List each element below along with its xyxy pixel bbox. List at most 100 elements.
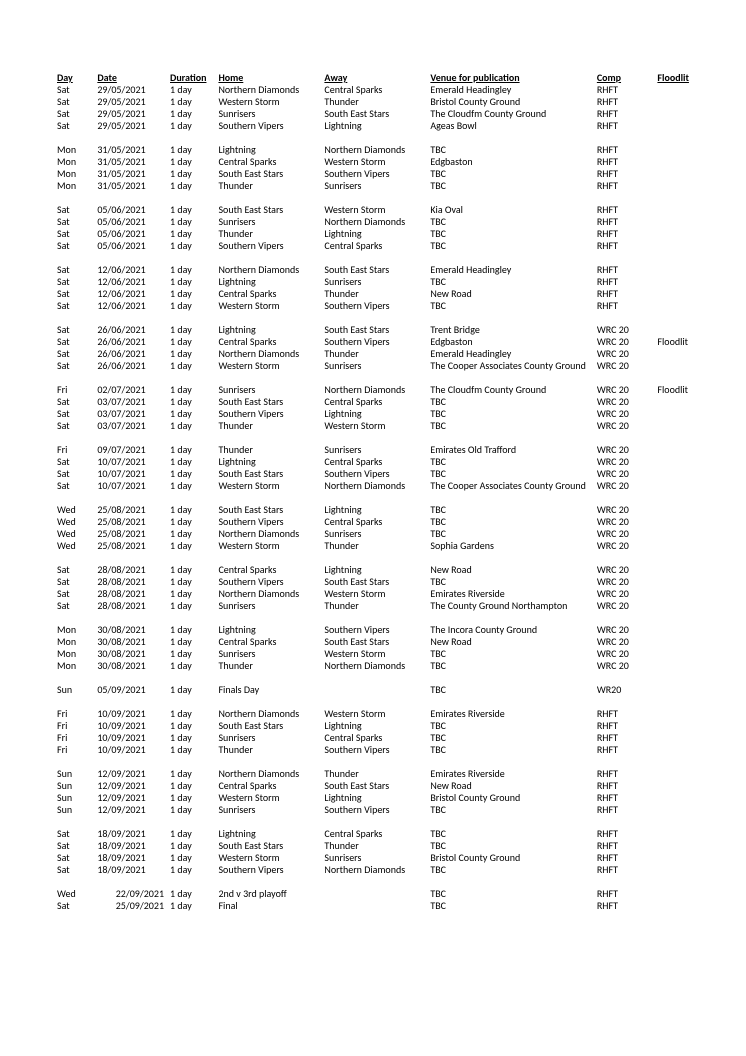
- cell-date: 18/09/2021: [95, 852, 168, 864]
- table-row: Fri09/07/20211 dayThunderSunrisersEmirat…: [55, 444, 716, 456]
- cell-floodlit: [655, 444, 716, 456]
- cell-floodlit: [655, 804, 716, 816]
- cell-floodlit: [655, 144, 716, 156]
- cell-date: 28/08/2021: [95, 564, 168, 576]
- table-row: Mon30/08/20211 dayLightningSouthern Vipe…: [55, 624, 716, 636]
- cell-floodlit: [655, 864, 716, 876]
- cell-home: Northern Diamonds: [216, 768, 322, 780]
- cell-home: Northern Diamonds: [216, 588, 322, 600]
- cell-day: Mon: [55, 636, 95, 648]
- table-row: Mon30/08/20211 dayThunderNorthern Diamon…: [55, 660, 716, 672]
- cell-venue: Bristol County Ground: [428, 852, 595, 864]
- cell-date: 29/05/2021: [95, 120, 168, 132]
- cell-venue: Bristol County Ground: [428, 96, 595, 108]
- cell-duration: 1 day: [168, 168, 216, 180]
- cell-away: Southern Vipers: [322, 624, 428, 636]
- cell-home: South East Stars: [216, 168, 322, 180]
- cell-away: South East Stars: [322, 264, 428, 276]
- cell-day: Sat: [55, 828, 95, 840]
- cell-date: 18/09/2021: [95, 864, 168, 876]
- cell-home: Western Storm: [216, 300, 322, 312]
- cell-venue: Kia Oval: [428, 204, 595, 216]
- cell-venue: TBC: [428, 732, 595, 744]
- header-home: Home: [216, 72, 322, 84]
- cell-home: South East Stars: [216, 204, 322, 216]
- cell-home: Sunrisers: [216, 216, 322, 228]
- spacer-row: [55, 192, 716, 204]
- cell-duration: 1 day: [168, 840, 216, 852]
- cell-away: Southern Vipers: [322, 336, 428, 348]
- cell-floodlit: [655, 504, 716, 516]
- cell-comp: WR20: [595, 684, 656, 696]
- cell-duration: 1 day: [168, 144, 216, 156]
- cell-duration: 1 day: [168, 108, 216, 120]
- cell-duration: 1 day: [168, 384, 216, 396]
- cell-date: 03/07/2021: [95, 408, 168, 420]
- cell-day: Sat: [55, 480, 95, 492]
- cell-floodlit: [655, 744, 716, 756]
- cell-away: Thunder: [322, 540, 428, 552]
- cell-day: Sat: [55, 852, 95, 864]
- cell-date: 26/06/2021: [95, 324, 168, 336]
- cell-floodlit: [655, 780, 716, 792]
- cell-comp: WRC 20: [595, 564, 656, 576]
- cell-day: Fri: [55, 384, 95, 396]
- cell-away: Sunrisers: [322, 852, 428, 864]
- cell-date: 18/09/2021: [95, 828, 168, 840]
- cell-floodlit: [655, 624, 716, 636]
- cell-home: Final: [216, 900, 322, 912]
- cell-day: Mon: [55, 648, 95, 660]
- cell-comp: RHFT: [595, 240, 656, 252]
- cell-away: [322, 684, 428, 696]
- cell-day: Sat: [55, 564, 95, 576]
- cell-floodlit: [655, 720, 716, 732]
- cell-venue: Ageas Bowl: [428, 120, 595, 132]
- cell-day: Sun: [55, 804, 95, 816]
- table-row: Wed25/08/20211 dayNorthern DiamondsSunri…: [55, 528, 716, 540]
- cell-floodlit: [655, 180, 716, 192]
- cell-duration: 1 day: [168, 336, 216, 348]
- cell-comp: WRC 20: [595, 324, 656, 336]
- cell-date: 30/08/2021: [95, 660, 168, 672]
- cell-floodlit: [655, 684, 716, 696]
- cell-venue: TBC: [428, 300, 595, 312]
- table-row: Sat05/06/20211 daySunrisersNorthern Diam…: [55, 216, 716, 228]
- cell-away: Lightning: [322, 408, 428, 420]
- cell-home: Central Sparks: [216, 780, 322, 792]
- cell-comp: RHFT: [595, 792, 656, 804]
- cell-day: Sat: [55, 864, 95, 876]
- cell-duration: 1 day: [168, 732, 216, 744]
- table-row: Sat10/07/20211 daySouth East StarsSouthe…: [55, 468, 716, 480]
- cell-away: Southern Vipers: [322, 804, 428, 816]
- cell-day: Sat: [55, 324, 95, 336]
- cell-home: Lightning: [216, 828, 322, 840]
- header-venue: Venue for publication: [428, 72, 595, 84]
- cell-venue: New Road: [428, 288, 595, 300]
- cell-day: Wed: [55, 504, 95, 516]
- cell-day: Wed: [55, 888, 95, 900]
- header-floodlit: Floodlit: [655, 72, 716, 84]
- cell-away: Sunrisers: [322, 444, 428, 456]
- cell-floodlit: [655, 708, 716, 720]
- cell-home: Northern Diamonds: [216, 348, 322, 360]
- cell-day: Wed: [55, 528, 95, 540]
- cell-venue: TBC: [428, 720, 595, 732]
- cell-comp: RHFT: [595, 204, 656, 216]
- cell-floodlit: [655, 408, 716, 420]
- cell-away: [322, 900, 428, 912]
- cell-floodlit: Floodlit: [655, 384, 716, 396]
- cell-home: Central Sparks: [216, 336, 322, 348]
- header-date: Date: [95, 72, 168, 84]
- cell-floodlit: [655, 540, 716, 552]
- cell-venue: TBC: [428, 576, 595, 588]
- cell-date: 02/07/2021: [95, 384, 168, 396]
- cell-away: Thunder: [322, 600, 428, 612]
- cell-away: Southern Vipers: [322, 468, 428, 480]
- cell-away: Southern Vipers: [322, 300, 428, 312]
- cell-date: 05/09/2021: [95, 684, 168, 696]
- cell-away: Western Storm: [322, 708, 428, 720]
- cell-date: 10/07/2021: [95, 480, 168, 492]
- spacer-row: [55, 432, 716, 444]
- cell-away: Central Sparks: [322, 516, 428, 528]
- cell-duration: 1 day: [168, 180, 216, 192]
